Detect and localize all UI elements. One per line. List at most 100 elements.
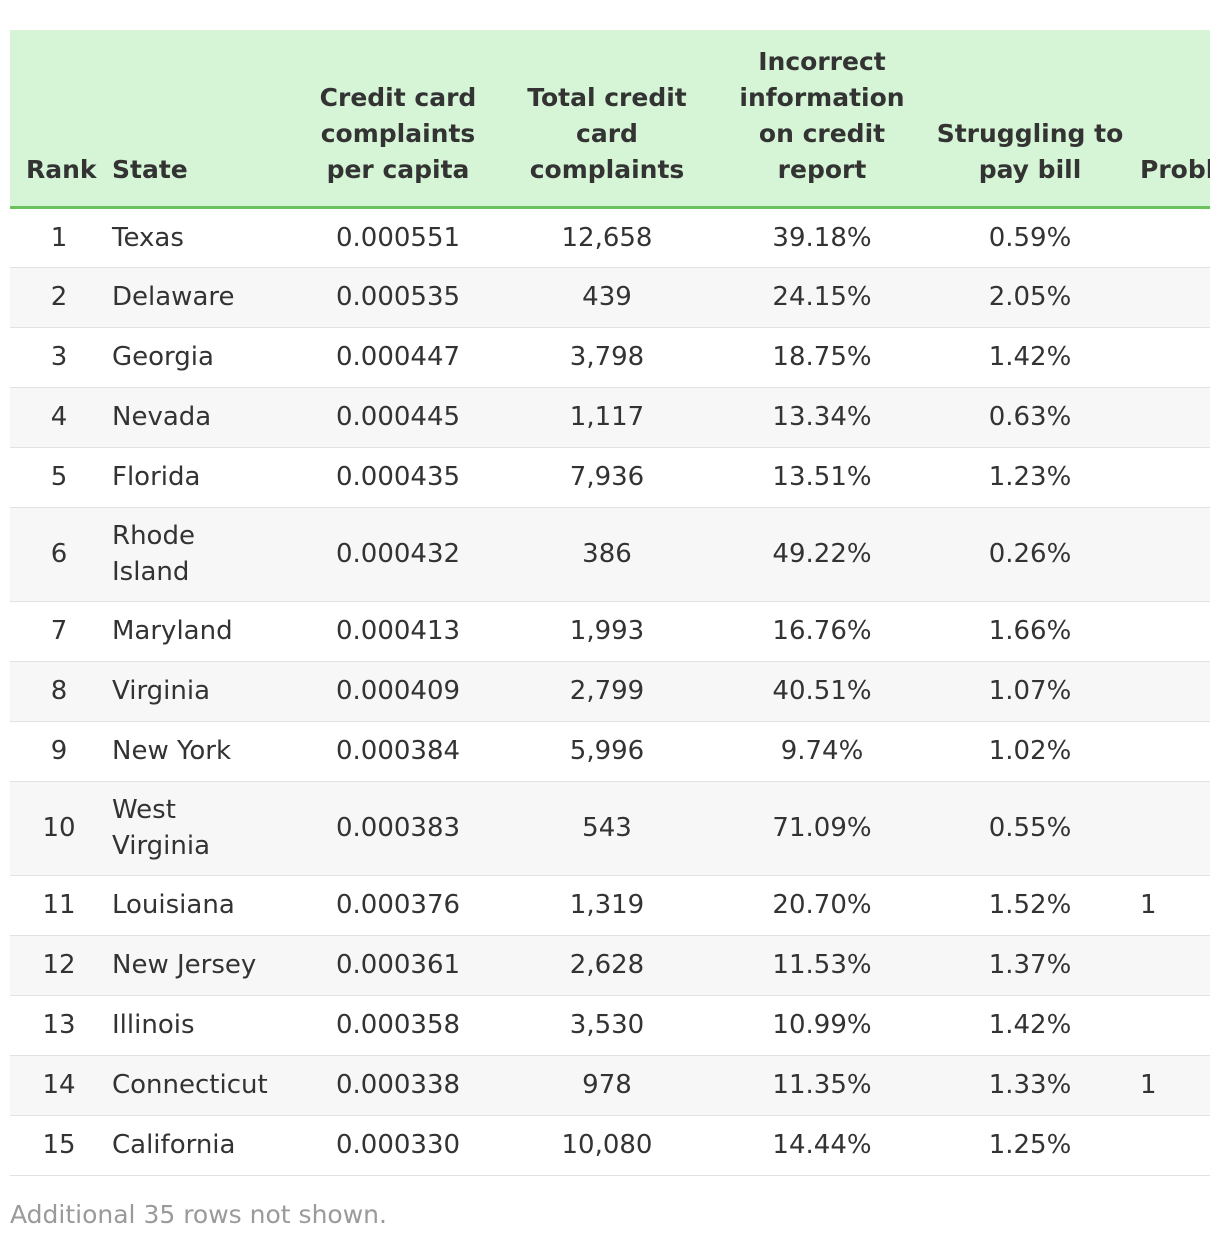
cell-state: Virginia [112, 676, 211, 706]
header-total[interactable]: Total credit card complaints [527, 82, 687, 184]
table-row: 1 Texas 0.000551 12,658 39.18% 0.59% [10, 207, 1210, 267]
cell-cut-off: 1 [1140, 1070, 1157, 1100]
cell-state: Rhode Island [112, 521, 195, 587]
cell-per-capita: 0.000358 [335, 1010, 461, 1040]
cell-incorrect-info: 10.99% [772, 1010, 872, 1040]
cell-rank: 10 [42, 813, 76, 843]
cell-struggling: 1.52% [988, 890, 1072, 920]
cell-incorrect-info: 16.76% [772, 616, 872, 646]
cell-total: 543 [582, 813, 632, 843]
cell-incorrect-info: 24.15% [772, 282, 872, 312]
cell-per-capita: 0.000376 [335, 890, 461, 920]
cell-per-capita: 0.000435 [335, 462, 461, 492]
cell-incorrect-info: 40.51% [772, 676, 872, 706]
cell-rank: 15 [42, 1130, 76, 1160]
cell-per-capita: 0.000330 [335, 1130, 461, 1160]
cell-state: New Jersey [112, 950, 257, 980]
cell-incorrect-info: 11.53% [772, 950, 872, 980]
table-row: 15 California 0.000330 10,080 14.44% 1.25% [10, 1115, 1210, 1175]
cell-total: 3,530 [569, 1010, 645, 1040]
cell-total: 978 [582, 1070, 632, 1100]
cell-state: New York [112, 736, 232, 766]
cell-incorrect-info: 18.75% [772, 342, 872, 372]
cell-rank: 11 [42, 890, 76, 920]
cell-rank: 1 [50, 222, 68, 253]
cell-per-capita: 0.000383 [335, 813, 461, 843]
cell-per-capita: 0.000361 [335, 950, 461, 980]
cell-per-capita: 0.000409 [335, 676, 461, 706]
cell-per-capita: 0.000413 [335, 616, 461, 646]
cell-state: Texas [112, 222, 184, 253]
cell-total: 2,628 [569, 950, 645, 980]
cell-cut-off [1132, 935, 1210, 995]
cell-incorrect-info: 20.70% [772, 890, 872, 920]
cell-total: 10,080 [561, 1130, 653, 1160]
cell-total: 5,996 [569, 736, 645, 766]
cell-struggling: 1.23% [988, 462, 1072, 492]
header-rank[interactable]: Rank [26, 154, 97, 184]
cell-rank: 6 [50, 539, 68, 569]
cell-state: Florida [112, 462, 201, 492]
cell-cut-off [1132, 447, 1210, 507]
cell-rank: 3 [50, 342, 68, 372]
cell-struggling: 1.02% [988, 736, 1072, 766]
cell-state: Illinois [112, 1010, 195, 1040]
cell-per-capita: 0.000432 [335, 539, 461, 569]
cell-struggling: 1.42% [988, 1010, 1072, 1040]
cell-state: Nevada [112, 402, 212, 432]
cell-struggling: 0.55% [988, 813, 1072, 843]
header-per-capita[interactable]: Credit card complaints per capita [319, 82, 477, 184]
table-row: 9 New York 0.000384 5,996 9.74% 1.02% [10, 721, 1210, 781]
header-row: Rank State Credit card complaints per ca… [10, 30, 1210, 207]
cell-cut-off [1132, 661, 1210, 721]
cell-rank: 8 [50, 676, 68, 706]
table-row: 3 Georgia 0.000447 3,798 18.75% 1.42% [10, 327, 1210, 387]
cell-cut-off [1132, 327, 1210, 387]
cell-total: 12,658 [561, 222, 653, 253]
cell-state: West Virginia [112, 795, 211, 861]
cell-state: Louisiana [112, 890, 235, 920]
table-row: 7 Maryland 0.000413 1,993 16.76% 1.66% [10, 601, 1210, 661]
cell-state: California [112, 1130, 236, 1160]
cell-cut-off [1132, 995, 1210, 1055]
cell-incorrect-info: 11.35% [772, 1070, 872, 1100]
complaints-table: Rank State Credit card complaints per ca… [10, 30, 1210, 1176]
table-row: 4 Nevada 0.000445 1,117 13.34% 0.63% [10, 387, 1210, 447]
cell-state: Connecticut [112, 1070, 268, 1100]
cell-struggling: 0.63% [988, 402, 1072, 432]
header-incorrect-info[interactable]: Incorrect information on credit report [739, 46, 905, 184]
cell-incorrect-info: 71.09% [772, 813, 872, 843]
cell-incorrect-info: 9.74% [780, 736, 864, 766]
cell-rank: 5 [50, 462, 68, 492]
cell-per-capita: 0.000535 [335, 282, 461, 312]
table-header: Rank State Credit card complaints per ca… [10, 30, 1210, 207]
cell-rank: 12 [42, 950, 76, 980]
cell-struggling: 2.05% [988, 282, 1072, 312]
cell-total: 7,936 [569, 462, 645, 492]
cell-cut-off [1132, 387, 1210, 447]
cell-total: 1,319 [569, 890, 645, 920]
header-struggling[interactable]: Struggling to pay bill [936, 118, 1124, 184]
cell-cut-off [1132, 507, 1210, 601]
rows-not-shown-note: Additional 35 rows not shown. [10, 1200, 387, 1229]
cell-total: 3,798 [569, 342, 645, 372]
cell-incorrect-info: 14.44% [772, 1130, 872, 1160]
cell-cut-off [1132, 1115, 1210, 1175]
cell-struggling: 0.26% [988, 539, 1072, 569]
header-cut-off[interactable]: Problem with purchase shown on statement [1140, 154, 1210, 184]
cell-total: 2,799 [569, 676, 645, 706]
cell-struggling: 1.07% [988, 676, 1072, 706]
cell-rank: 13 [42, 1010, 76, 1040]
cell-rank: 7 [50, 616, 68, 646]
cell-struggling: 1.25% [988, 1130, 1072, 1160]
cell-incorrect-info: 13.34% [772, 402, 872, 432]
table-row: 6 Rhode Island 0.000432 386 49.22% 0.26% [10, 507, 1210, 601]
cell-cut-off [1132, 601, 1210, 661]
cell-incorrect-info: 13.51% [772, 462, 872, 492]
cell-struggling: 1.66% [988, 616, 1072, 646]
cell-struggling: 1.42% [988, 342, 1072, 372]
header-state[interactable]: State [112, 154, 188, 184]
cell-total: 439 [582, 282, 632, 312]
table-row: 2 Delaware 0.000535 439 24.15% 2.05% [10, 267, 1210, 327]
table-row: 14 Connecticut 0.000338 978 11.35% 1.33% 1 [10, 1055, 1210, 1115]
